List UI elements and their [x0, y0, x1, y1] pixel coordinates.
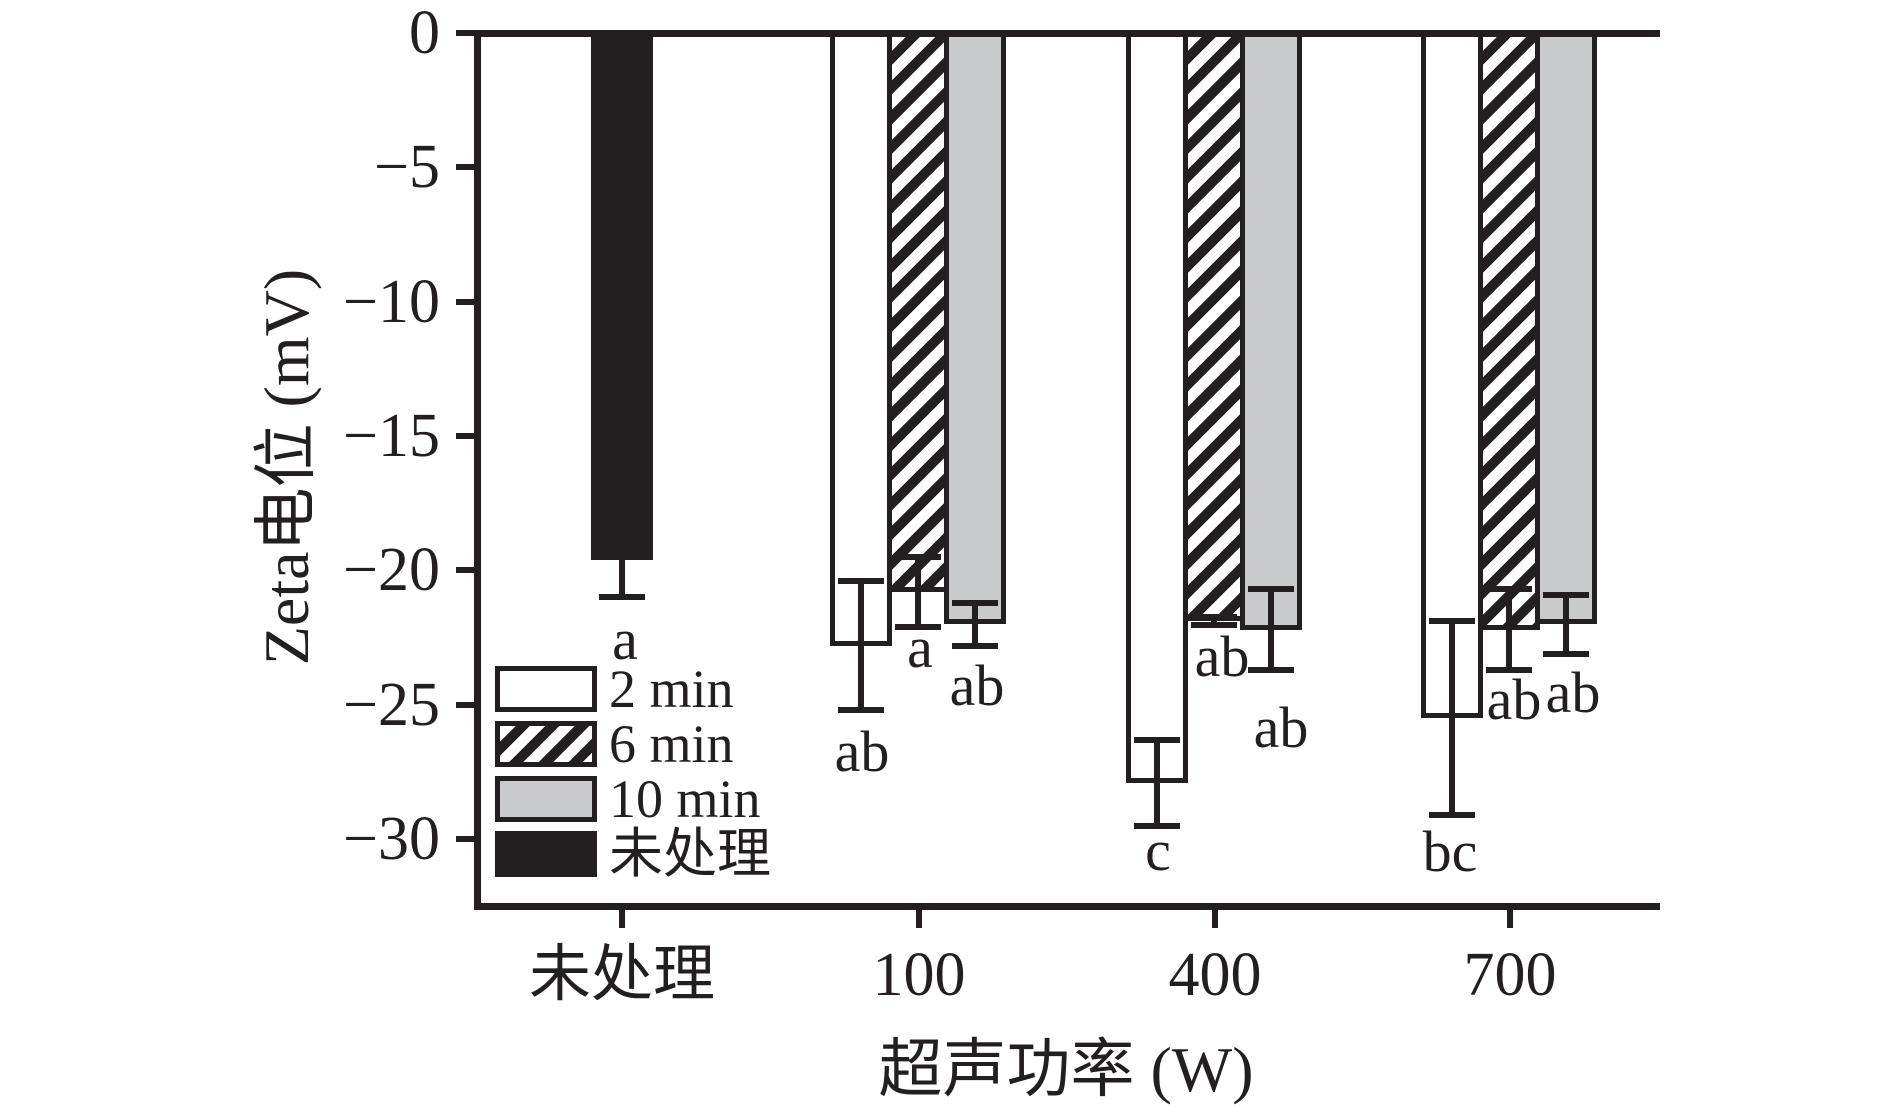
x-tick-label-1: 100 — [872, 941, 966, 1009]
legend-label-3: 10 min — [609, 769, 761, 829]
error-bar-untreated-cap-top — [599, 519, 645, 526]
error-bar-6min-100w-line — [915, 556, 921, 627]
legend-label-2: 6 min — [609, 714, 734, 774]
y-tick-0 — [456, 30, 474, 36]
x-axis-title: 超声功率 (W) — [878, 1034, 1254, 1105]
sig-label-6min-400w: ab — [1194, 624, 1250, 690]
error-bar-10min-100w-cap-top — [952, 599, 998, 606]
sig-label-6min-100w: a — [907, 614, 933, 680]
y-tick--10 — [456, 298, 474, 305]
sig-label-2min-400w: c — [1145, 817, 1171, 883]
sig-label-untreated: a — [612, 607, 638, 673]
error-bar-untreated-cap-bottom — [599, 594, 645, 601]
error-bar-10min-100w-line — [972, 602, 978, 646]
y-tick-label--30: −30 — [343, 805, 440, 874]
error-bar-10min-700w-line — [1563, 594, 1569, 654]
y-axis-spine — [474, 30, 481, 910]
bar-10min-400w — [1240, 30, 1302, 630]
error-bar-2min-700w-cap-top — [1429, 618, 1475, 625]
y-tick--20 — [456, 567, 474, 574]
y-tick-label--10: −10 — [343, 267, 440, 336]
top-spine — [474, 30, 1660, 37]
error-bar-2min-400w-cap-bottom — [1134, 822, 1180, 829]
error-bar-10min-400w-cap-bottom — [1248, 666, 1294, 673]
x-tick-2 — [1212, 910, 1218, 928]
error-bar-2min-400w-line — [1154, 739, 1160, 826]
error-bar-6min-400w-line — [1211, 617, 1217, 626]
bar-2min-700w — [1421, 30, 1483, 719]
legend-label-4: 未处理 — [609, 824, 771, 884]
legend-item-2: 6 min — [495, 714, 734, 774]
error-bar-2min-400w-cap-top — [1134, 736, 1180, 743]
sig-label-2min-100w: ab — [834, 719, 890, 785]
bar-untreated — [591, 30, 653, 560]
error-bar-6min-400w-cap-top — [1191, 614, 1237, 621]
y-tick--5 — [456, 164, 474, 171]
y-tick-label--15: −15 — [343, 402, 440, 471]
legend-swatch-white — [495, 666, 597, 712]
y-tick-label--20: −20 — [343, 536, 440, 605]
x-axis-spine — [474, 903, 1660, 910]
error-bar-10min-100w-cap-bottom — [952, 642, 998, 649]
sig-label-10min-100w: ab — [949, 652, 1005, 718]
y-tick--25 — [456, 701, 474, 708]
error-bar-6min-700w-line — [1506, 589, 1512, 670]
error-bar-6min-100w-cap-top — [895, 553, 941, 560]
legend-swatch-hatch — [495, 721, 597, 767]
legend-swatch-gray — [495, 776, 597, 822]
sig-label-6min-700w: ab — [1486, 666, 1542, 732]
error-bar-2min-100w-cap-bottom — [838, 707, 884, 714]
legend-swatch-black — [495, 831, 597, 877]
bar-2min-100w — [830, 30, 892, 646]
legend-item-1: 2 min — [495, 659, 734, 719]
x-tick-label-3: 700 — [1463, 941, 1557, 1009]
error-bar-2min-100w-cap-top — [838, 578, 884, 585]
bar-10min-700w — [1535, 30, 1597, 625]
error-bar-2min-100w-line — [858, 581, 864, 711]
x-tick-label-2: 400 — [1168, 941, 1262, 1009]
legend-label-1: 2 min — [609, 659, 734, 719]
error-bar-6min-700w-cap-bottom — [1486, 666, 1532, 673]
x-tick-1 — [916, 910, 922, 928]
error-bar-10min-700w-cap-top — [1543, 591, 1589, 598]
bar-2min-400w — [1126, 30, 1188, 783]
error-bar-6min-100w-cap-bottom — [895, 623, 941, 630]
y-tick--15 — [456, 433, 474, 440]
y-tick-label-0: 0 — [409, 0, 440, 67]
y-tick--30 — [456, 836, 474, 843]
error-bar-2min-700w-cap-bottom — [1429, 811, 1475, 818]
error-bar-10min-400w-line — [1268, 589, 1274, 670]
error-bar-10min-400w-cap-top — [1248, 586, 1294, 593]
y-tick-label--5: −5 — [374, 133, 440, 202]
sig-label-2min-700w: bc — [1422, 818, 1478, 884]
legend-item-3: 10 min — [495, 769, 761, 829]
error-bar-2min-700w-line — [1449, 621, 1455, 815]
x-tick-3 — [1507, 910, 1513, 928]
error-bar-6min-400w-cap-bottom — [1191, 622, 1237, 629]
x-tick-label-0: 未处理 — [528, 941, 715, 1009]
bar-6min-700w — [1478, 30, 1540, 630]
error-bar-6min-700w-cap-top — [1486, 586, 1532, 593]
x-tick-0 — [619, 910, 625, 928]
bar-6min-100w — [887, 30, 949, 592]
bar-10min-100w — [944, 30, 1006, 625]
error-bar-10min-700w-cap-bottom — [1543, 650, 1589, 657]
legend-item-4: 未处理 — [495, 824, 771, 884]
bar-6min-400w — [1183, 30, 1245, 622]
sig-label-10min-400w: ab — [1253, 694, 1309, 760]
error-bar-untreated-line — [619, 522, 625, 598]
sig-label-10min-700w: ab — [1545, 659, 1601, 725]
y-tick-label--25: −25 — [343, 670, 440, 739]
